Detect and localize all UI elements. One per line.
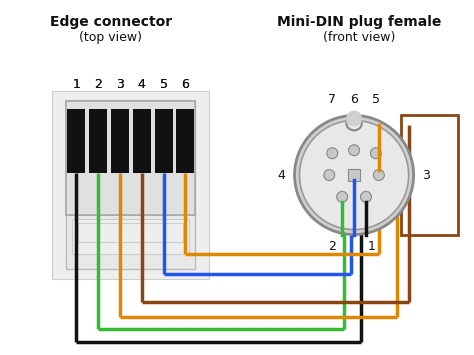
Text: Edge connector: Edge connector (50, 15, 172, 29)
Bar (58, 95, 203, 261)
Bar (67, 109, 85, 173)
Text: 3: 3 (116, 78, 124, 91)
Bar (176, 109, 194, 173)
Bar (89, 109, 107, 173)
Bar (176, 109, 194, 173)
Bar (73, 219, 190, 255)
Circle shape (324, 170, 335, 180)
Bar (133, 109, 151, 173)
Bar (67, 109, 85, 173)
Text: 5: 5 (160, 78, 168, 91)
Circle shape (337, 191, 347, 202)
Text: (top view): (top view) (80, 31, 143, 44)
Bar (64, 100, 197, 245)
Bar (67, 109, 85, 173)
Bar (111, 109, 129, 173)
Circle shape (361, 191, 372, 202)
Circle shape (374, 170, 384, 180)
Text: 5: 5 (160, 78, 168, 91)
Circle shape (346, 110, 362, 126)
Circle shape (348, 145, 360, 156)
Text: Mini-DIN plug female: Mini-DIN plug female (277, 15, 441, 29)
Text: 3: 3 (422, 169, 430, 181)
Bar (89, 109, 107, 173)
Bar (348, 169, 360, 181)
Text: (front view): (front view) (323, 31, 395, 44)
Bar (176, 109, 194, 173)
Text: 2: 2 (94, 78, 102, 91)
Circle shape (371, 148, 382, 159)
Text: 7: 7 (328, 93, 336, 105)
Bar (155, 109, 173, 173)
Text: 1: 1 (73, 78, 80, 91)
Bar (66, 100, 195, 215)
Bar (66, 100, 195, 215)
Circle shape (294, 115, 414, 235)
Text: 4: 4 (138, 78, 146, 91)
Text: 6: 6 (350, 93, 358, 105)
Circle shape (327, 148, 337, 159)
Bar (155, 109, 173, 173)
Bar (111, 109, 129, 173)
Bar (89, 109, 107, 173)
Text: 6: 6 (182, 78, 189, 91)
Bar (111, 109, 129, 173)
Bar (66, 100, 195, 269)
Text: 2: 2 (328, 240, 336, 252)
Bar (53, 91, 209, 279)
Text: 1: 1 (368, 240, 376, 252)
Text: 4: 4 (138, 78, 146, 91)
Text: 2: 2 (94, 78, 102, 91)
Bar (66, 100, 195, 215)
Text: 1: 1 (73, 78, 80, 91)
Text: 6: 6 (182, 78, 189, 91)
Bar (133, 109, 151, 173)
Text: 3: 3 (116, 78, 124, 91)
Circle shape (300, 120, 409, 230)
Text: 5: 5 (372, 93, 380, 105)
Text: 4: 4 (278, 169, 286, 181)
Bar (401, 115, 458, 235)
Bar (133, 109, 151, 173)
Bar (155, 109, 173, 173)
Bar (78, 223, 183, 242)
